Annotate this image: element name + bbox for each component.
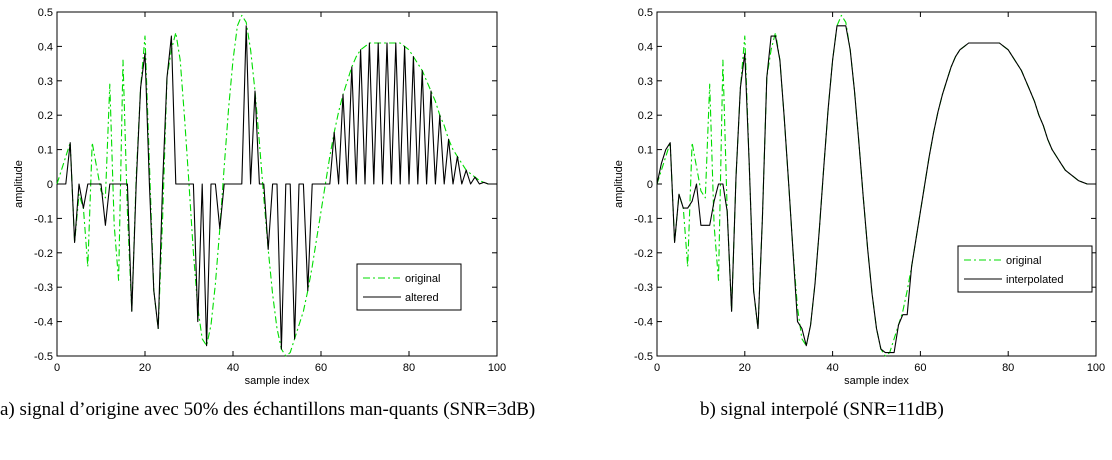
series-line-altered [57,25,497,350]
legend-label-altered: altered [405,292,439,304]
x-tick-label: 60 [914,362,926,374]
y-tick-label: 0.3 [638,76,653,88]
y-tick-label: -0.4 [634,317,653,329]
y-tick-label: 0.3 [38,76,53,88]
y-tick-label: -0.2 [634,248,653,260]
series-line-interpolated [656,25,1096,354]
x-tick-label: 40 [826,362,838,374]
chart-panel-b: 0.50.40.30.20.10-0.1-0.2-0.3-0.4-0.50 20 4… [613,7,1105,387]
caption-panel-b: b) signal interpolé (SNR=11dB) [700,399,944,420]
x-tick-label: 100 [1087,362,1105,374]
y-tick-label: -0.5 [34,351,53,363]
y-tick-label: -0.4 [34,317,53,329]
caption-panel-a: a) signal d’origine avec 50% des échanti… [0,399,536,420]
legend: original interpolated [957,245,1093,293]
y-tick-label: 0.4 [38,41,53,53]
y-tick-label: -0.2 [34,248,53,260]
x-tick-label: 20 [739,362,751,374]
legend-box [957,245,1093,293]
x-tick-label: 0 [654,362,660,374]
x-axis-label: sample index [245,375,310,387]
x-tick-label: 0 [54,362,60,374]
x-tick-label: 40 [227,362,239,374]
x-tick-label: 60 [315,362,327,374]
y-tick-label: 0.4 [638,41,653,53]
y-axis-label: amplitude [613,160,625,208]
legend-box [356,263,462,311]
y-tick-label: -0.3 [634,282,653,294]
x-tick-label: 20 [139,362,151,374]
plot-area [656,11,1097,357]
y-tick-label: -0.1 [634,213,653,225]
y-tick-label: 0.1 [638,145,653,157]
y-tick-label: 0.5 [638,7,653,19]
series-line-original [56,14,497,357]
y-tick-label: -0.5 [634,351,653,363]
y-tick-label: 0 [647,179,653,191]
y-tick-label: -0.3 [34,282,53,294]
chart-panel-a: 0.50.40.30.20.10-0.1-0.2-0.3-0.4-0.50 20 4… [13,7,506,387]
y-tick-label: -0.1 [34,213,53,225]
x-tick-label: 80 [403,362,415,374]
x-axis-label: sample index [844,375,909,387]
x-tick-label: 80 [1002,362,1014,374]
legend-label-interpolated: interpolated [1006,274,1064,286]
y-axis-label: amplitude [13,160,25,208]
y-tick-label: 0.1 [38,145,53,157]
y-tick-label: 0 [47,179,53,191]
x-tick-label: 100 [488,362,506,374]
legend-label-original: original [405,273,440,285]
y-tick-label: 0.2 [638,110,653,122]
y-tick-label: 0.2 [38,110,53,122]
legend: original altered [356,263,462,311]
legend-label-original: original [1006,255,1041,267]
y-tick-label: 0.5 [38,7,53,19]
